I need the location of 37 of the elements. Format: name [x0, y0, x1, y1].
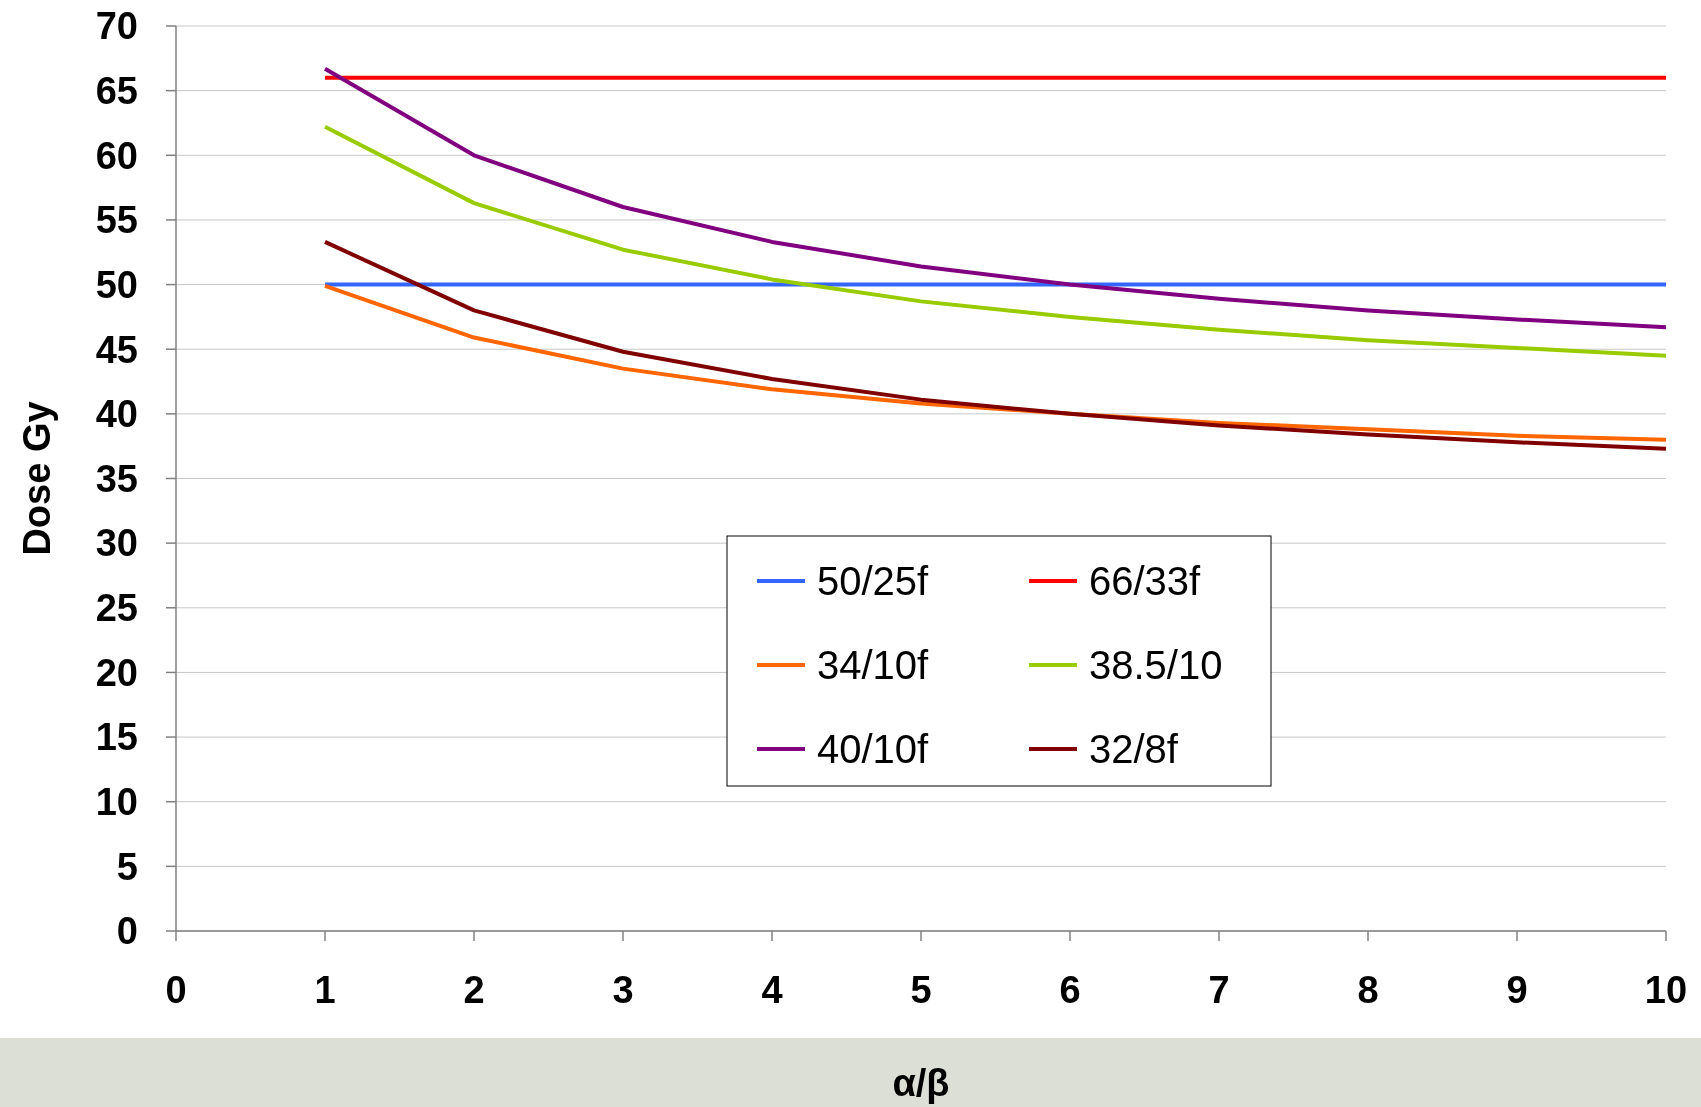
- x-axis-title: α/β: [892, 1062, 950, 1104]
- x-tick-label: 8: [1357, 969, 1379, 1011]
- line-series: [323, 66, 1668, 330]
- x-tick-label: 10: [1644, 969, 1688, 1011]
- y-tick-label: 15: [95, 716, 138, 759]
- x-tick-label: 4: [761, 969, 783, 1011]
- x-tick-label: 2: [463, 969, 485, 1011]
- legend-label: 34/10f: [817, 643, 930, 687]
- y-tick-label: 35: [95, 457, 138, 500]
- y-tick-label: 65: [95, 69, 138, 112]
- y-tick-label: 50: [95, 263, 138, 306]
- legend-label: 66/33f: [1089, 559, 1202, 603]
- y-tick-label: 70: [95, 5, 138, 48]
- x-tick-label: 3: [612, 969, 634, 1011]
- legend-label: 50/25f: [817, 559, 930, 603]
- y-tick-label: 45: [95, 328, 138, 371]
- x-tick-label: 5: [910, 969, 932, 1011]
- legend-label: 38.5/10: [1089, 643, 1223, 687]
- legend-label: 40/10f: [817, 727, 930, 771]
- legend-label: 32/8f: [1089, 727, 1179, 771]
- y-tick-label: 25: [95, 587, 138, 630]
- x-tick-label: 6: [1059, 969, 1081, 1011]
- line-series: [323, 239, 1668, 451]
- y-tick-label: 60: [95, 134, 138, 177]
- x-tick-label: 7: [1208, 969, 1230, 1011]
- y-tick-label: 30: [95, 522, 138, 565]
- y-tick-label: 55: [95, 199, 138, 242]
- y-tick-label: 5: [116, 845, 138, 888]
- y-tick-label: 0: [116, 910, 138, 953]
- y-tick-label: 40: [95, 393, 138, 436]
- line-series: [323, 124, 1668, 358]
- x-tick-label: 0: [165, 969, 187, 1011]
- x-tick-label: 1: [314, 969, 336, 1011]
- y-tick-label: 10: [95, 781, 138, 824]
- x-tick-label: 9: [1506, 969, 1528, 1011]
- y-axis-title: Dose Gy: [16, 401, 58, 556]
- y-tick-label: 20: [95, 651, 138, 694]
